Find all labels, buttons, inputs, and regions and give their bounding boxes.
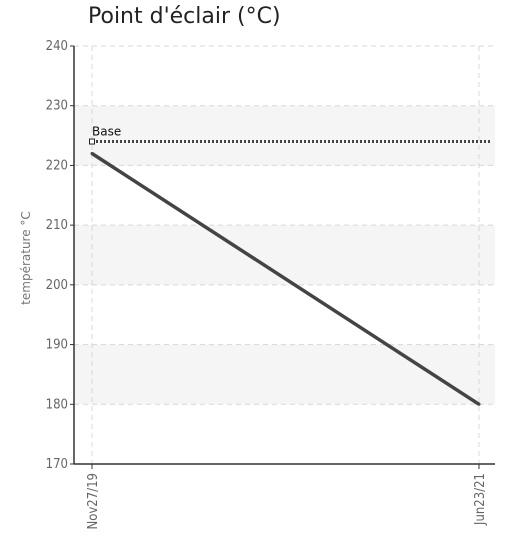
- data-point: [90, 151, 94, 155]
- y-tick-label: 180: [46, 397, 68, 412]
- y-tick-label: 190: [46, 338, 68, 353]
- gridlines: [74, 45, 495, 464]
- baseline-label: Base: [92, 125, 121, 139]
- y-tick-label: 240: [46, 39, 68, 54]
- grid-band: [74, 225, 495, 285]
- axes: [70, 45, 495, 469]
- data-point: [477, 402, 481, 406]
- y-tick-label: 210: [46, 218, 68, 233]
- y-tick-label: 220: [46, 158, 68, 173]
- x-tick-label: Jun23/21: [473, 473, 488, 526]
- x-tick-labels: Nov27/19 Jun23/21: [86, 473, 488, 530]
- y-tick-label: 170: [46, 457, 68, 472]
- series-lines: [90, 151, 481, 406]
- x-tick-label: Nov27/19: [86, 473, 101, 530]
- chart-title: Point d'éclair (°C): [88, 4, 281, 29]
- y-tick-labels: 170 180 190 200 210 220 230 240: [46, 39, 68, 472]
- y-tick-label: 200: [46, 278, 68, 293]
- y-tick-label: 230: [46, 99, 68, 114]
- series-line: [91, 152, 480, 406]
- grid-band: [74, 105, 495, 166]
- background-bands: [74, 105, 495, 405]
- y-axis-label: température °C: [19, 211, 33, 305]
- baseline: Base: [89, 125, 492, 145]
- grid-band: [74, 344, 495, 405]
- baseline-marker: [89, 138, 95, 145]
